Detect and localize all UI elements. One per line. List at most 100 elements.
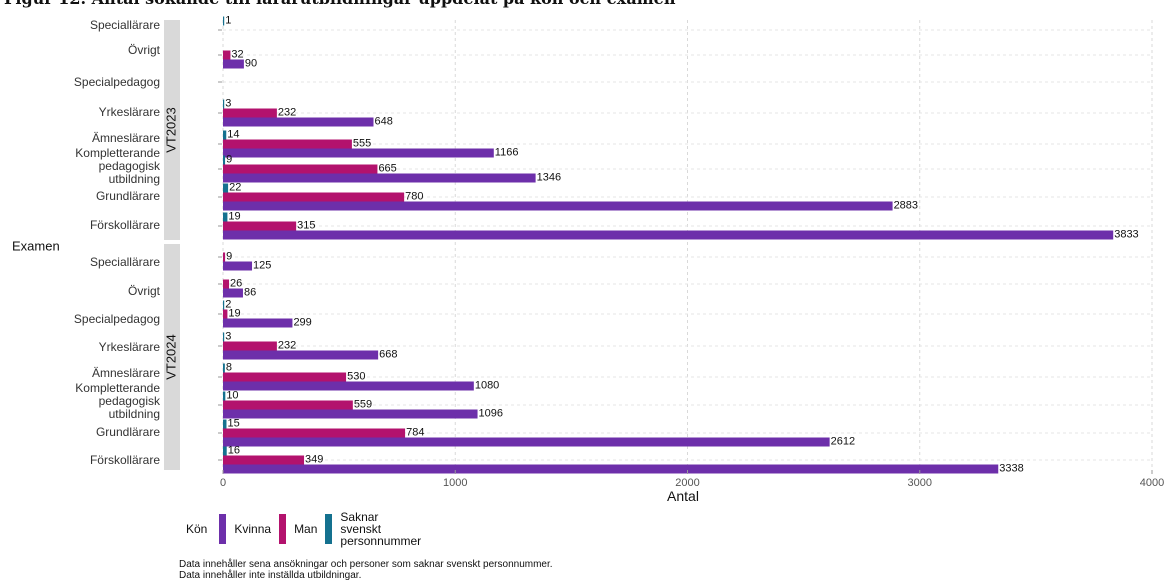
x-tick-label: 2000 — [675, 477, 699, 489]
bar-man — [223, 221, 297, 231]
category-label: Ämneslärare — [92, 366, 160, 380]
data-label-saknar: 14 — [227, 128, 239, 140]
category-label: Kompletterande pedagogisk utbildning — [75, 381, 161, 421]
category-label-line: Kompletterande — [75, 381, 160, 395]
data-label-kvinna: 86 — [244, 286, 256, 298]
bar-man — [223, 428, 406, 438]
x-tick-label: 0 — [220, 477, 226, 489]
legend-item-saknar: Saknar svenskt personnummer — [325, 511, 422, 547]
data-label-man: 784 — [406, 426, 424, 438]
note-line: Data innehåller sena ansökningar och per… — [179, 559, 553, 570]
data-label-kvinna: 648 — [374, 115, 392, 127]
data-label-saknar: 8 — [226, 361, 232, 373]
data-label-man: 559 — [354, 398, 372, 410]
bar-kvinna — [223, 437, 830, 447]
legend-label-man: Man — [294, 522, 318, 536]
data-label-man: 780 — [405, 190, 423, 202]
category-label: Speciallärare — [90, 18, 160, 32]
data-label-kvinna: 1346 — [537, 171, 561, 183]
facet-strip — [164, 20, 180, 240]
data-label-kvinna: 1166 — [495, 146, 519, 158]
category-label: Specialpedagog — [74, 75, 160, 89]
x-tick-label: 3000 — [908, 477, 932, 489]
note-line: Data innehåller inte inställda utbildnin… — [179, 570, 362, 581]
category-label: Speciallärare — [90, 255, 160, 269]
data-label-saknar: 19 — [228, 210, 240, 222]
bar-man — [223, 50, 231, 60]
bar-saknar — [223, 99, 225, 109]
bar-kvinna — [223, 288, 243, 298]
bar-man — [223, 400, 353, 410]
chart-notes: Data innehåller sena ansökningar och per… — [179, 559, 553, 581]
bar-man — [223, 108, 277, 118]
bar-saknar — [223, 363, 225, 373]
legend-label-kvinna: Kvinna — [234, 522, 272, 536]
data-label-man: 32 — [231, 48, 243, 60]
category-label: Övrigt — [128, 284, 161, 298]
bar-man — [223, 252, 226, 262]
bar-man — [223, 309, 228, 319]
bar-kvinna — [223, 350, 379, 360]
bar-saknar — [223, 212, 228, 222]
bar-man — [223, 192, 405, 202]
bar-kvinna — [223, 59, 244, 69]
bar-saknar — [223, 155, 226, 165]
category-label: Yrkeslärare — [99, 105, 161, 119]
data-label-saknar: 2 — [225, 298, 231, 310]
bar-kvinna — [223, 318, 293, 328]
data-label-kvinna: 2612 — [831, 435, 855, 447]
data-label-kvinna: 2883 — [894, 199, 918, 211]
legend: Kön Kvinna Man Saknar svenskt personnumm… — [186, 511, 430, 547]
data-label-kvinna: 668 — [379, 348, 397, 360]
bar-saknar — [223, 332, 225, 342]
bar-man — [223, 455, 305, 465]
category-label-line: utbildning — [109, 407, 160, 421]
x-tick-label: 1000 — [443, 477, 467, 489]
bar-man — [223, 164, 378, 174]
data-label-man: 349 — [305, 453, 323, 465]
y-axis-title: Examen — [12, 238, 60, 253]
data-label-man: 9 — [226, 250, 232, 262]
bar-kvinna — [223, 201, 893, 211]
bar-kvinna — [223, 409, 478, 419]
category-label: Grundlärare — [96, 425, 160, 439]
legend-label-saknar: Saknar svenskt personnummer — [340, 510, 422, 548]
category-label-line: Kompletterande — [75, 146, 160, 160]
x-tick-label: 4000 — [1140, 477, 1164, 489]
bar-kvinna — [223, 117, 374, 127]
data-label-kvinna: 1096 — [479, 407, 503, 419]
data-label-saknar: 9 — [226, 153, 232, 165]
data-label-saknar: 15 — [227, 417, 239, 429]
legend-title: Kön — [186, 522, 208, 536]
x-axis-title: Antal — [667, 488, 699, 504]
bar-saknar — [223, 391, 226, 401]
bar-saknar — [223, 300, 225, 310]
data-label-man: 530 — [347, 370, 365, 382]
data-label-saknar: 3 — [225, 97, 231, 109]
bar-kvinna — [223, 173, 536, 183]
data-label-man: 26 — [230, 277, 242, 289]
category-label-line: utbildning — [109, 172, 160, 186]
data-label-saknar: 1 — [225, 14, 231, 26]
category-label-line: pedagogisk — [99, 394, 161, 408]
category-label: Yrkeslärare — [99, 340, 161, 354]
legend-swatch-kvinna — [219, 514, 227, 544]
category-label: Specialpedagog — [74, 312, 160, 326]
category-label: Förskollärare — [90, 453, 160, 467]
category-label: Grundlärare — [96, 189, 160, 203]
figure-title: Figur 12. Antal sökande till lärarutbild… — [4, 0, 675, 8]
data-label-man: 315 — [297, 219, 315, 231]
bar-saknar — [223, 446, 227, 456]
bar-saknar — [223, 183, 229, 193]
bar-man — [223, 279, 230, 289]
bar-kvinna — [223, 261, 253, 271]
facet-strip — [164, 244, 180, 470]
bar-man — [223, 139, 352, 149]
data-label-man: 555 — [353, 137, 371, 149]
facet-label: VT2024 — [163, 334, 178, 380]
data-label-saknar: 3 — [225, 330, 231, 342]
bar-saknar — [223, 130, 227, 140]
bar-kvinna — [223, 230, 1114, 240]
category-label: Kompletterande pedagogisk utbildning — [75, 146, 161, 186]
